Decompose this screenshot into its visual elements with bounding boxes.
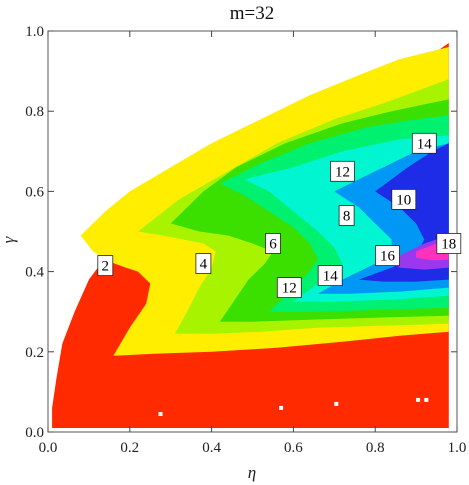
x-tick-label: 0.2	[120, 440, 139, 456]
contour-label-value: 12	[282, 281, 297, 297]
contour-label-box	[265, 233, 281, 254]
chart-title: m=32	[230, 3, 275, 24]
y-tick-label: 1.0	[25, 24, 44, 40]
y-tick-label: 0.0	[25, 425, 44, 441]
contour-label-box	[195, 253, 212, 275]
x-tick-label: 0.4	[202, 440, 221, 456]
x-tick-label: 0.8	[366, 440, 385, 456]
x-tick-label: 1.0	[448, 440, 467, 456]
contour-label-box	[317, 265, 343, 287]
contour-label-value: 4	[200, 257, 208, 273]
contour-label-box	[375, 245, 400, 267]
contour-label-value: 14	[323, 269, 339, 285]
x-tick-label: 0.6	[284, 440, 303, 456]
plot-border	[47, 30, 458, 433]
contour-label-value: 2	[102, 259, 110, 275]
contour-label: 12	[276, 277, 302, 299]
contour-label: 4	[195, 253, 212, 275]
contour-label-value: 10	[396, 192, 411, 208]
contour-labels: 2 4 6 8 10 12 12 14 14 16 18	[97, 132, 462, 299]
contour-label: 16	[375, 245, 400, 267]
contour-label-box	[338, 205, 355, 226]
contour-label-value: 18	[441, 237, 456, 253]
contour-label: 18	[436, 233, 462, 254]
plot-frame	[47, 30, 458, 433]
contour-label: 10	[391, 188, 417, 210]
excluded-point-1	[279, 405, 284, 410]
y-axis-ticks: 0.0 0.2 0.4 0.6 0.8 1.0	[25, 24, 457, 441]
excluded-point-2	[334, 401, 339, 406]
excluded-point-3	[416, 397, 421, 402]
contour-label: 6	[265, 233, 281, 254]
contour-label-value: 14	[417, 136, 433, 152]
contour-label-value: 8	[343, 209, 351, 225]
excluded-regions	[158, 397, 429, 416]
contour-label-value: 12	[335, 164, 350, 180]
y-axis-title: γ	[0, 235, 18, 243]
contour-label-box	[97, 255, 114, 277]
contour-label-value: 6	[269, 237, 277, 253]
excluded-point-0	[158, 412, 163, 416]
y-tick-label: 0.4	[25, 265, 44, 281]
y-tick-label: 0.2	[25, 345, 44, 361]
contour-label-box	[436, 233, 462, 254]
excluded-point-4	[424, 397, 429, 402]
contour-label: 14	[411, 132, 437, 154]
contour-label-value: 16	[380, 249, 396, 265]
contour-label: 14	[317, 265, 343, 287]
x-tick-label: 0.0	[39, 440, 58, 456]
y-tick-label: 0.8	[25, 104, 44, 120]
contour-label: 2	[97, 255, 114, 277]
contour-levels	[52, 43, 449, 428]
contour-label-box	[391, 188, 417, 210]
y-tick-label: 0.6	[25, 184, 44, 200]
contour-label-box	[330, 160, 355, 182]
contour-label-box	[411, 132, 437, 154]
contour-label: 12	[330, 160, 355, 182]
contour-label: 8	[338, 205, 355, 226]
contour-label-box	[276, 277, 302, 299]
x-axis-title: η	[248, 463, 256, 482]
x-axis-ticks: 0.0 0.2 0.4 0.6 0.8 1.0	[39, 31, 467, 456]
